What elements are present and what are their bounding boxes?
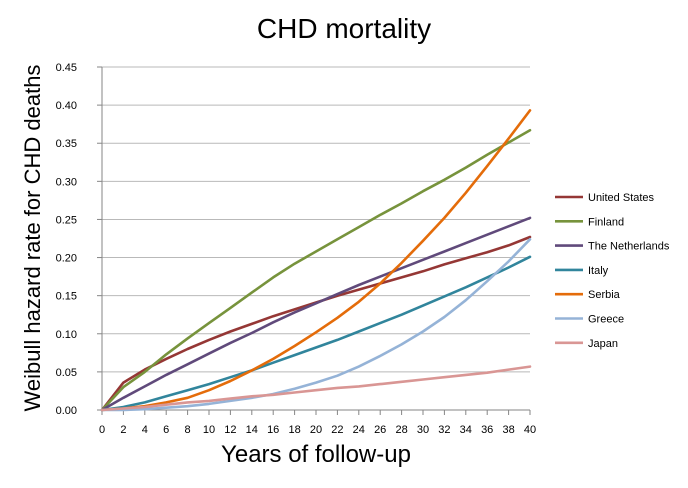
- legend-label-the-netherlands: The Netherlands: [588, 241, 670, 253]
- y-tick-label: 0.20: [56, 253, 77, 265]
- x-tick-label: 36: [481, 424, 493, 436]
- x-tick-label: 40: [524, 424, 536, 436]
- x-tick-label: 4: [142, 424, 148, 436]
- series-line-italy: [100, 255, 532, 412]
- y-axis-label: Weibull hazard rate for CHD deaths: [20, 65, 45, 412]
- series-line-the-netherlands: [100, 216, 532, 412]
- legend-label-finland: Finland: [588, 216, 624, 228]
- x-tick-label: 14: [246, 424, 258, 436]
- legend-label-greece: Greece: [588, 314, 624, 326]
- y-tick-label: 0.45: [56, 62, 77, 74]
- y-tick-label: 0.40: [56, 100, 77, 112]
- x-tick-label: 30: [417, 424, 429, 436]
- x-tick-label: 24: [353, 424, 365, 436]
- x-tick-label: 26: [374, 424, 386, 436]
- y-axis: 0.00 0.05 0.10 0.15 0.20 0.25 0.30 0.35 0.40 0.45: [56, 62, 103, 417]
- chart-title: CHD mortality: [257, 13, 431, 44]
- x-tick-label: 38: [502, 424, 514, 436]
- series-line-japan: [100, 365, 532, 412]
- series-line-united-states: [100, 235, 532, 412]
- x-tick-label: 20: [310, 424, 322, 436]
- x-tick-label: 8: [185, 424, 191, 436]
- y-tick-label: 0.25: [56, 214, 77, 226]
- x-tick-label: 12: [224, 424, 236, 436]
- y-tick-label: 0.35: [56, 138, 77, 150]
- x-tick-label: 18: [288, 424, 300, 436]
- x-tick-label: 6: [163, 424, 169, 436]
- y-tick-label: 0.00: [56, 405, 77, 417]
- x-tick-label: 28: [395, 424, 407, 436]
- x-tick-label: 10: [203, 424, 215, 436]
- series-line-serbia: [100, 109, 532, 412]
- grid-lines: [102, 66, 530, 373]
- x-tick-label: 2: [120, 424, 126, 436]
- x-tick-label: 22: [331, 424, 343, 436]
- x-axis-label: Years of follow-up: [221, 441, 411, 468]
- x-tick-label: 16: [267, 424, 279, 436]
- series-lines: [100, 109, 532, 412]
- x-tick-label: 0: [99, 424, 105, 436]
- y-tick-label: 0.15: [56, 291, 77, 303]
- x-tick-label: 34: [460, 424, 472, 436]
- x-tick-label: 32: [438, 424, 450, 436]
- legend-label-united-states: United States: [588, 192, 655, 204]
- legend: United States Finland The Netherlands Italy…: [555, 192, 670, 350]
- y-tick-label: 0.10: [56, 329, 77, 341]
- series-line-greece: [100, 238, 532, 412]
- legend-label-serbia: Serbia: [588, 289, 621, 301]
- y-tick-label: 0.30: [56, 176, 77, 188]
- legend-label-japan: Japan: [588, 338, 618, 350]
- legend-label-italy: Italy: [588, 265, 609, 277]
- y-tick-label: 0.05: [56, 367, 77, 379]
- x-axis: 0 2 4 6 8 10 12 14 16 18 20 22 24 26 28 30 32 34 36 38 40: [99, 409, 536, 436]
- series-line-finland: [100, 129, 532, 412]
